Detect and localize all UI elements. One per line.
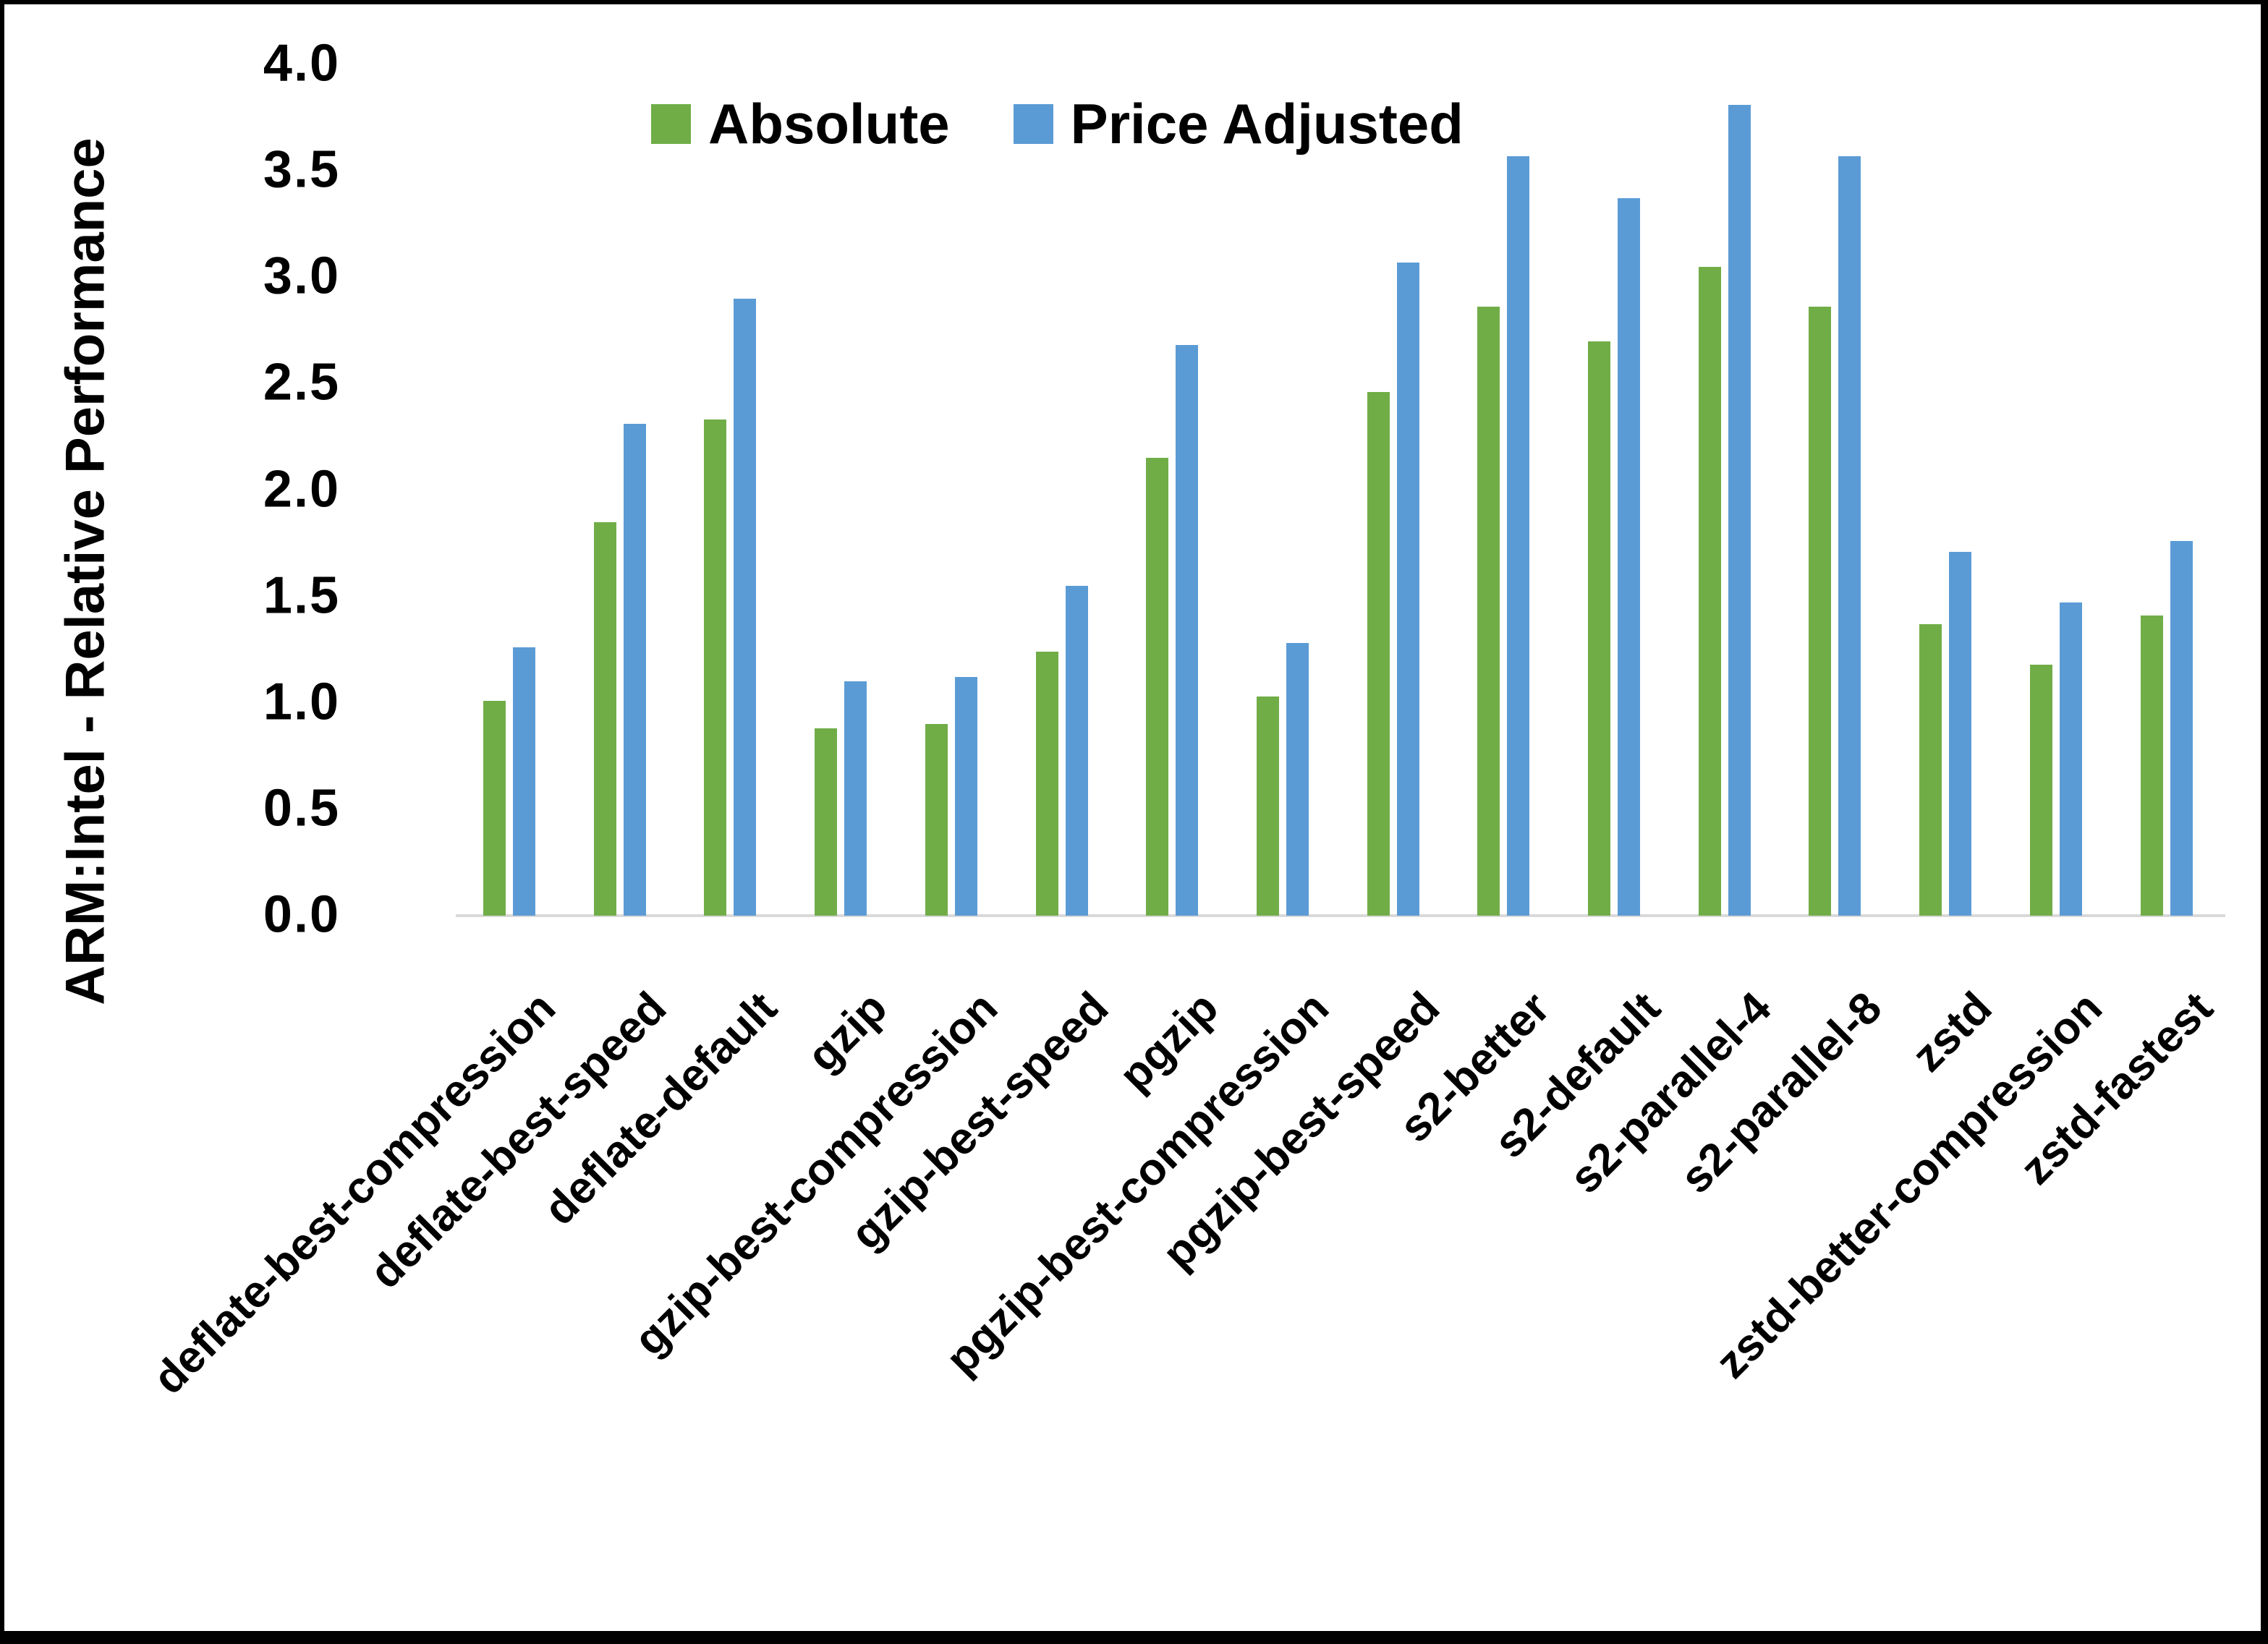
- bar-pgzip-best-speed-absolute: [1367, 392, 1390, 916]
- bar-deflate-best-speed-absolute: [594, 522, 616, 916]
- bar-s2-parallel-8-price-adjusted: [1838, 156, 1861, 916]
- bar-gzip-price-adjusted: [844, 681, 867, 916]
- y-axis-tick-label: 1.5: [263, 566, 340, 624]
- bar-s2-better-price-adjusted: [1507, 156, 1529, 916]
- bar-pgzip-best-compression-price-adjusted: [1286, 643, 1309, 916]
- bar-pgzip-best-compression-absolute: [1257, 697, 1279, 916]
- bar-zstd-better-compression-price-adjusted: [2060, 602, 2082, 916]
- y-axis-tick-label: 4.0: [263, 34, 340, 93]
- legend-entry-price-adjusted: Price Adjusted: [1013, 91, 1464, 157]
- bar-s2-default-price-adjusted: [1618, 198, 1640, 916]
- bar-deflate-best-compression-absolute: [483, 701, 506, 916]
- bar-s2-parallel-4-absolute: [1699, 267, 1721, 916]
- bar-s2-parallel-4-price-adjusted: [1728, 105, 1751, 916]
- bar-zstd-better-compression-absolute: [2030, 665, 2052, 916]
- legend-swatch-icon: [1013, 104, 1053, 144]
- y-axis-tick-label: 0.0: [263, 885, 340, 944]
- y-axis-tick-label: 2.5: [263, 353, 340, 412]
- x-axis-label-zstd: zstd: [1903, 982, 2002, 1082]
- bar-gzip-best-compression-absolute: [925, 724, 948, 916]
- x-axis-label-deflate-best-compression: deflate-best-compression: [144, 982, 566, 1405]
- legend-label: Absolute: [708, 92, 950, 156]
- x-axis-label-gzip: gzip: [798, 982, 897, 1082]
- bar-gzip-absolute: [815, 728, 837, 916]
- legend-entry-absolute: Absolute: [651, 91, 950, 157]
- bar-gzip-best-compression-price-adjusted: [955, 677, 977, 916]
- x-axis-line: [456, 914, 2225, 917]
- y-axis-tick-label: 3.5: [263, 140, 340, 199]
- bar-s2-parallel-8-absolute: [1809, 307, 1831, 916]
- bar-deflate-best-compression-price-adjusted: [513, 647, 535, 916]
- bar-deflate-default-price-adjusted: [734, 299, 756, 916]
- bar-zstd-fastest-price-adjusted: [2170, 541, 2193, 916]
- bar-pgzip-absolute: [1146, 458, 1168, 916]
- bar-pgzip-price-adjusted: [1176, 345, 1198, 916]
- bar-gzip-best-speed-absolute: [1036, 652, 1058, 916]
- y-axis-tick-label: 0.5: [263, 779, 340, 838]
- bar-zstd-fastest-absolute: [2141, 616, 2163, 916]
- bar-pgzip-best-speed-price-adjusted: [1397, 263, 1419, 916]
- y-axis-tick-label: 1.0: [263, 673, 340, 731]
- bar-zstd-absolute: [1919, 624, 1942, 916]
- bar-s2-better-absolute: [1477, 307, 1500, 916]
- bar-zstd-price-adjusted: [1949, 552, 1971, 916]
- bar-s2-default-absolute: [1588, 341, 1610, 916]
- bar-deflate-best-speed-price-adjusted: [624, 424, 646, 916]
- legend: Absolute Price Adjusted: [651, 91, 1464, 157]
- bar-gzip-best-speed-price-adjusted: [1066, 586, 1088, 916]
- y-axis-tick-label: 2.0: [263, 459, 340, 518]
- legend-label: Price Adjusted: [1070, 92, 1464, 156]
- y-axis-tick-label: 3.0: [263, 247, 340, 305]
- legend-swatch-icon: [651, 104, 691, 144]
- bar-deflate-default-absolute: [704, 419, 726, 916]
